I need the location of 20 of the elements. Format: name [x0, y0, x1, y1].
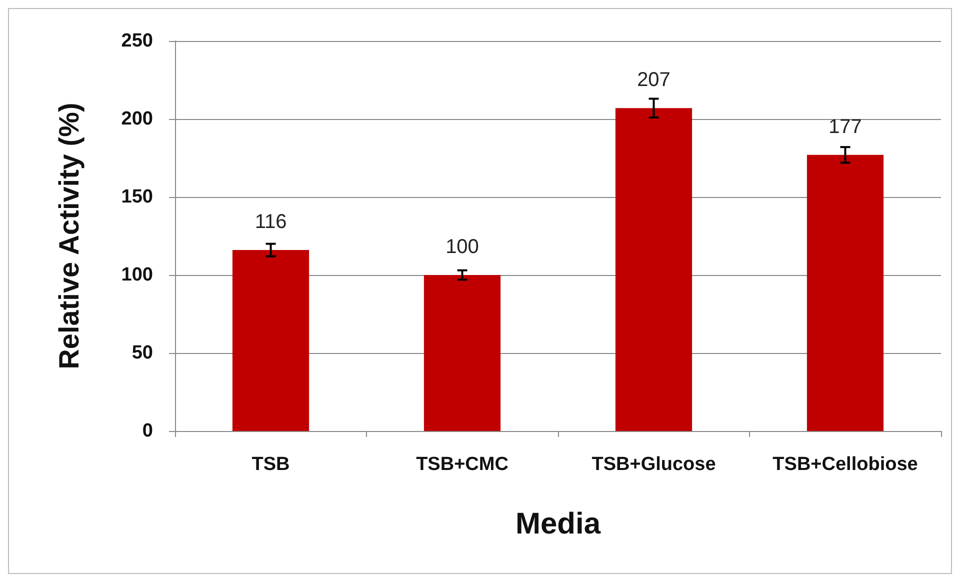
bar [424, 275, 501, 431]
y-tick-label: 100 [121, 264, 153, 286]
data-label: 207 [637, 69, 670, 92]
bar [615, 108, 692, 431]
y-tick-label: 250 [121, 30, 153, 52]
x-tick-label: TSB+Cellobiose [772, 454, 918, 475]
x-tick-label: TSB [252, 454, 290, 475]
data-label: 177 [828, 116, 862, 138]
y-tick-label: 150 [121, 186, 153, 208]
bar [806, 154, 884, 431]
x-tick-label: TSB+CMC [416, 454, 509, 475]
data-label: 100 [446, 236, 479, 258]
x-tick-label: TSB+Glucose [592, 454, 716, 475]
data-label: 116 [254, 211, 287, 234]
y-axis-title: Relative Activity (%) [54, 102, 84, 370]
y-tick-label: 50 [132, 342, 153, 364]
y-tick-label: 0 [142, 420, 153, 442]
y-tick-label: 200 [121, 108, 153, 130]
x-axis-title: Media [515, 508, 601, 540]
bar [232, 250, 310, 431]
